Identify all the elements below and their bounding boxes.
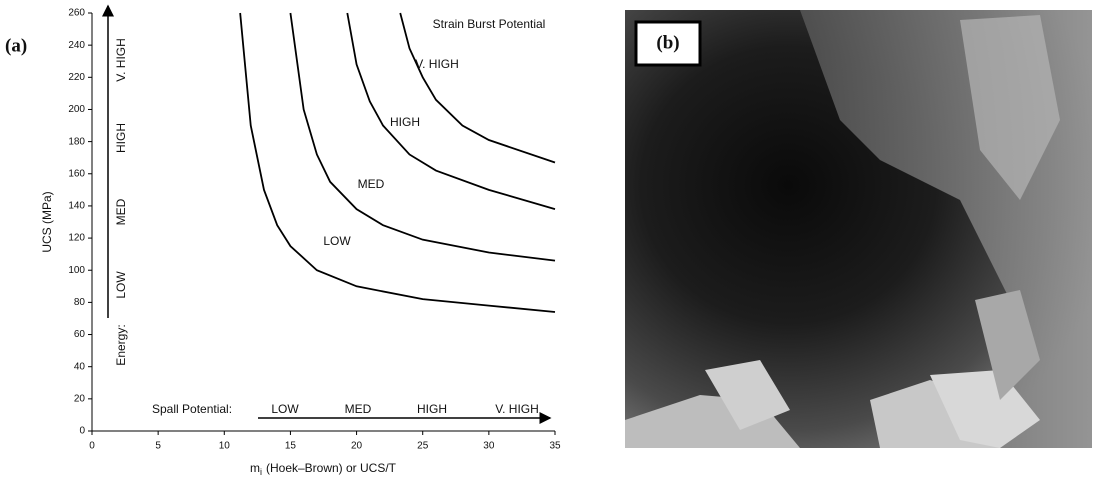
energy-level: HIGH <box>114 123 128 153</box>
spall-level: V. HIGH <box>495 402 539 416</box>
y-tick-label: 200 <box>68 104 85 115</box>
energy-level: MED <box>114 198 128 225</box>
spall-level: HIGH <box>417 402 447 416</box>
y-tick-label: 60 <box>74 329 86 340</box>
annotation: Strain Burst Potential <box>433 17 546 31</box>
x-tick-label: 10 <box>219 441 231 452</box>
spall-level: LOW <box>271 402 299 416</box>
x-tick-label: 15 <box>285 441 297 452</box>
x-tick-label: 35 <box>549 441 561 452</box>
x-tick-label: 30 <box>483 441 495 452</box>
photo: (b) <box>625 10 1092 448</box>
x-tick-label: 25 <box>417 441 429 452</box>
curve-label: LOW <box>323 234 351 248</box>
spall-level: MED <box>345 402 372 416</box>
y-tick-label: 160 <box>68 168 85 179</box>
y-tick-label: 260 <box>68 8 85 19</box>
y-tick-label: 100 <box>68 265 85 276</box>
photo-label: (b) <box>656 32 679 53</box>
curve-label: MED <box>358 177 385 191</box>
figure: (a) (b) 02040608010012014016018020022024… <box>0 0 1094 487</box>
x-tick-label: 0 <box>89 441 95 452</box>
energy-level: V. HIGH <box>114 38 128 82</box>
curve <box>240 13 555 312</box>
y-tick-label: 180 <box>68 136 85 147</box>
curve-label: HIGH <box>390 115 420 129</box>
curve-label: V. HIGH <box>415 57 459 71</box>
x-axis-title: mi (Hoek–Brown) or UCS/T <box>250 461 397 477</box>
y-axis-title: UCS (MPa) <box>40 191 54 252</box>
energy-level: LOW <box>114 271 128 299</box>
panel-label: (a) <box>5 35 27 56</box>
spall-label: Spall Potential: <box>152 402 232 416</box>
x-axis-title-main: m <box>250 461 260 475</box>
y-tick-label: 140 <box>68 201 85 212</box>
y-tick-label: 80 <box>74 297 86 308</box>
curve <box>290 13 555 261</box>
y-tick-label: 20 <box>74 393 86 404</box>
y-tick-label: 220 <box>68 72 85 83</box>
x-axis-title-rest: (Hoek–Brown) or UCS/T <box>266 461 397 475</box>
y-tick-label: 120 <box>68 233 85 244</box>
y-tick-label: 240 <box>68 40 85 51</box>
y-tick-label: 40 <box>74 361 86 372</box>
x-tick-label: 20 <box>351 441 363 452</box>
curve <box>400 13 555 163</box>
energy-level: Energy: <box>114 324 128 365</box>
x-axis-title-sub: i <box>260 467 262 477</box>
y-tick-label: 0 <box>79 426 85 437</box>
x-tick-label: 5 <box>155 441 161 452</box>
